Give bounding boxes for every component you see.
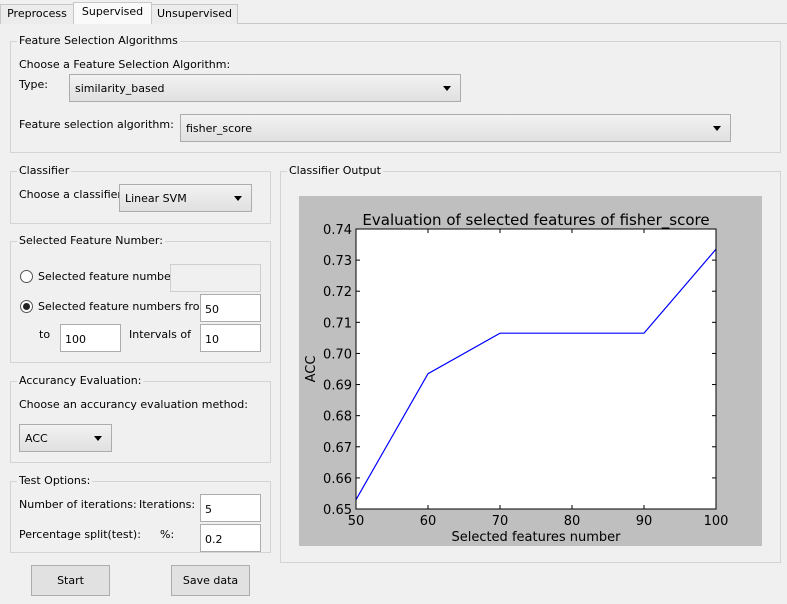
choose-evaluation-label: Choose an accurancy evaluation method:	[19, 398, 248, 411]
evaluation-group: Accurancy Evaluation:	[10, 374, 271, 463]
feature-range-radio[interactable]	[20, 300, 33, 313]
type-select[interactable]: similarity_based	[69, 74, 461, 102]
feature-numbers-input[interactable]	[170, 264, 261, 292]
range-from-value: 50	[205, 303, 219, 316]
plot-frame	[355, 228, 717, 510]
x-axis-label: Selected features number	[451, 530, 621, 545]
chevron-down-icon	[713, 126, 721, 131]
range-from-input[interactable]: 50	[200, 294, 261, 322]
evaluation-select-value: ACC	[25, 432, 48, 445]
feature-numbers-radio[interactable]	[20, 270, 33, 283]
y-tick-label: 0.74	[323, 223, 352, 238]
classifier-select-value: Linear SVM	[125, 192, 187, 205]
iterations-value: 5	[205, 503, 212, 516]
chevron-down-icon	[94, 436, 102, 441]
y-tick-label: 0.66	[323, 472, 352, 487]
algorithm-select-value: fisher_score	[186, 122, 252, 135]
y-tick-label: 0.72	[323, 285, 352, 300]
x-tick-label: 80	[564, 514, 581, 529]
choose-algorithm-label: Choose a Feature Selection Algorithm:	[19, 58, 231, 71]
split-sub-label: %:	[160, 528, 175, 541]
range-to-value: 100	[65, 333, 86, 346]
y-tick-label: 0.73	[323, 254, 352, 269]
test-options-title: Test Options:	[17, 474, 93, 488]
tab-supervised[interactable]: Supervised	[73, 2, 152, 24]
algorithm-label: Feature selection algorithm:	[19, 118, 174, 131]
plot-area	[356, 229, 716, 509]
iterations-input[interactable]: 5	[200, 494, 261, 522]
test-options-group: Test Options:	[10, 474, 271, 553]
tab-unsupervised[interactable]: Unsupervised	[151, 4, 238, 24]
chevron-down-icon	[234, 196, 242, 201]
feature-number-title: Selected Feature Number:	[17, 234, 165, 248]
iterations-sub-label: Iterations:	[139, 498, 196, 511]
tab-bar-divider	[0, 23, 787, 24]
interval-value: 10	[205, 333, 219, 346]
type-select-value: similarity_based	[75, 82, 165, 95]
y-tick-label: 0.70	[323, 347, 352, 362]
tab-preprocess[interactable]: Preprocess	[0, 4, 74, 24]
start-button[interactable]: Start	[31, 565, 110, 596]
x-tick-label: 90	[636, 514, 653, 529]
feature-range-label: Selected feature numbers from	[38, 300, 211, 313]
evaluation-select[interactable]: ACC	[19, 424, 112, 452]
accuracy-series-line	[355, 248, 717, 500]
feature-numbers-label: Selected feature numbers:	[38, 270, 185, 283]
x-tick-label: 50	[348, 514, 365, 529]
x-tick-label: 100	[704, 514, 729, 529]
y-tick-label: 0.71	[323, 316, 352, 331]
feature-number-group: Selected Feature Number:	[10, 234, 271, 363]
feature-selection-title: Feature Selection Algorithms	[17, 34, 180, 48]
y-tick-label: 0.65	[323, 503, 352, 518]
classifier-output-title: Classifier Output	[287, 164, 383, 178]
tab-bar: Preprocess Supervised Unsupervised	[0, 0, 787, 24]
evaluation-title: Accurancy Evaluation:	[17, 374, 144, 388]
x-tick-label: 70	[492, 514, 509, 529]
classifier-select[interactable]: Linear SVM	[119, 184, 252, 212]
chart-canvas: 50 60 70 80 90 100 0.65 0.66 0.67 0.68 0.69 0.70 0.7…	[299, 196, 762, 546]
interval-label: Intervals of	[129, 328, 191, 341]
y-axis-label: ACC	[304, 356, 319, 383]
range-to-input[interactable]: 100	[60, 324, 121, 352]
type-label: Type:	[19, 78, 48, 91]
classifier-title: Classifier	[17, 164, 72, 178]
iterations-label: Number of iterations:	[19, 498, 137, 511]
classifier-group: Classifier	[10, 164, 271, 224]
choose-classifier-label: Choose a classifier:	[19, 188, 126, 201]
save-data-button[interactable]: Save data	[171, 565, 250, 596]
split-value: 0.2	[205, 533, 223, 546]
split-label: Percentage split(test):	[19, 528, 141, 541]
split-input[interactable]: 0.2	[200, 524, 261, 552]
x-tick-label: 60	[420, 514, 437, 529]
algorithm-select[interactable]: fisher_score	[180, 114, 731, 142]
classifier-output-group: Classifier Output	[280, 164, 781, 563]
y-tick-label: 0.68	[323, 410, 352, 425]
chevron-down-icon	[443, 86, 451, 91]
interval-input[interactable]: 10	[200, 324, 261, 352]
y-tick-label: 0.69	[323, 379, 352, 394]
feature-selection-group: Feature Selection Algorithms	[10, 34, 781, 153]
y-tick-label: 0.67	[323, 441, 352, 456]
range-to-label: to	[39, 328, 51, 341]
accuracy-chart: 50 60 70 80 90 100 0.65 0.66 0.67 0.68 0.69 0.70 0.7…	[304, 211, 729, 545]
chart-title: Evaluation of selected features of fishe…	[362, 211, 709, 230]
